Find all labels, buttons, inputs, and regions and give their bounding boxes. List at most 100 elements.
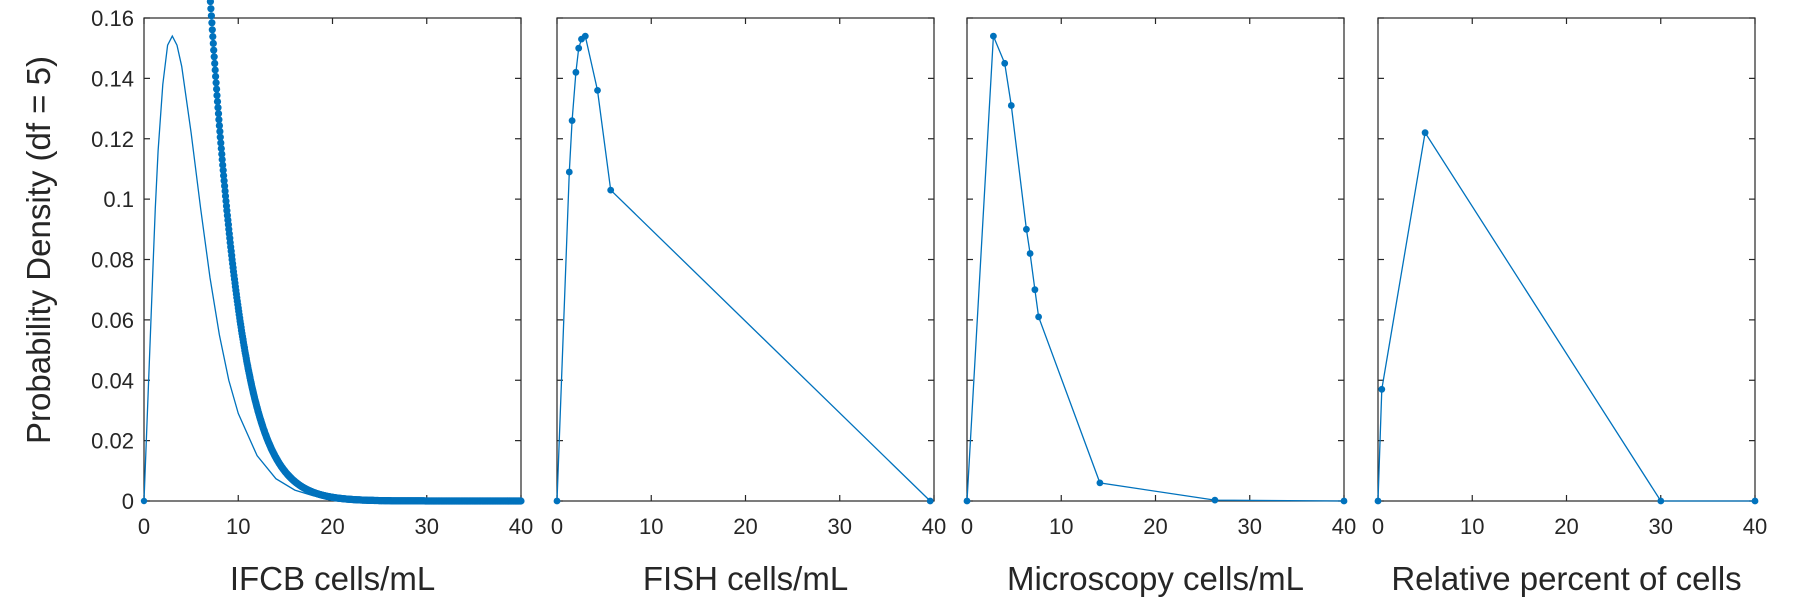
data-point: [581, 32, 589, 40]
y-tick-label: 0.14: [91, 66, 134, 91]
x-tick-label: 30: [1238, 514, 1262, 539]
axes-box: [143, 17, 522, 502]
data-point: [1378, 385, 1386, 393]
data-point: [209, 33, 217, 41]
data-point: [208, 26, 216, 34]
y-tick-label: 0.02: [91, 429, 134, 454]
data-point: [218, 150, 226, 158]
x-axis-label: Microscopy cells/mL: [1007, 560, 1304, 597]
y-axis-label: Probability Density (df = 5): [20, 56, 57, 444]
data-point: [216, 133, 224, 141]
x-tick-label: 20: [320, 514, 344, 539]
x-tick-label: 0: [961, 514, 973, 539]
data-point: [1031, 286, 1039, 294]
axes-box: [966, 17, 1345, 502]
y-tick-label: 0.12: [91, 127, 134, 152]
chart-panel-3: 0 10 20 30 40 Microscopy cells/mL: [961, 17, 1356, 597]
data-point: [215, 116, 223, 124]
data-point: [211, 66, 219, 74]
data-point: [208, 19, 216, 27]
data-point: [215, 122, 223, 130]
data-point: [1096, 479, 1104, 487]
chart-panel-2: 0 10 20 30 40 FISH cells/mL: [551, 17, 946, 597]
data-point: [211, 59, 219, 67]
data-point: [212, 72, 220, 80]
data-point: [565, 168, 573, 176]
data-point: [216, 127, 224, 135]
axes-box: [1377, 17, 1756, 502]
x-tick-label: 30: [415, 514, 439, 539]
data-point: [207, 12, 215, 20]
data-point: [517, 497, 525, 505]
data-point: [213, 91, 221, 99]
x-tick-label: 20: [733, 514, 757, 539]
data-point: [990, 32, 997, 40]
axes-box: [556, 17, 935, 502]
x-tick-label: 10: [1460, 514, 1484, 539]
data-point: [209, 39, 217, 48]
y-tick-label: 0.08: [91, 248, 134, 273]
data-point: [206, 0, 214, 6]
x-axis-label: IFCB cells/mL: [230, 560, 435, 597]
data-point: [963, 497, 971, 505]
series-line: [1377, 130, 1755, 502]
x-tick-label: 30: [828, 514, 852, 539]
data-point: [217, 139, 225, 147]
data-point: [1751, 497, 1759, 505]
data-point: [1211, 496, 1219, 504]
data-point: [1035, 313, 1042, 321]
data-point: [1340, 497, 1348, 505]
data-point: [212, 79, 220, 87]
x-tick-label: 30: [1649, 514, 1673, 539]
data-point: [207, 5, 215, 13]
y-tick-label: 0.1: [103, 187, 134, 212]
x-tick-label: 40: [922, 514, 946, 539]
series-line: [966, 35, 1345, 502]
series-line: [143, 34, 521, 502]
x-tick-label: 40: [509, 514, 533, 539]
data-point: [219, 166, 227, 174]
data-point: [926, 497, 934, 505]
data-point: [1421, 129, 1429, 137]
data-point: [572, 68, 580, 76]
data-point: [213, 85, 221, 93]
data-point: [1023, 225, 1030, 233]
data-point: [217, 144, 225, 153]
chart-panel-1: 0 10 20 30 40 0 0.02 0.04 0.06 0.08 0.1 0.12 0.14 0.1…: [91, 0, 533, 597]
data-point: [214, 110, 223, 118]
data-point: [214, 104, 222, 112]
data-point: [219, 161, 227, 169]
data-point: [553, 497, 561, 505]
y-tick-label: 0: [122, 489, 134, 514]
data-point: [607, 186, 615, 194]
chart-panels: 0 10 20 30 40 0 0.02 0.04 0.06 0.08 0.1 0.12 0.14 0.1…: [91, 0, 1767, 597]
series-line: [556, 34, 931, 502]
y-tick-label: 0.04: [91, 368, 134, 393]
x-tick-label: 40: [1743, 514, 1767, 539]
data-point: [575, 44, 583, 52]
y-tick-label: 0.16: [91, 6, 134, 31]
x-tick-label: 20: [1554, 514, 1578, 539]
data-point: [218, 155, 226, 164]
x-tick-label: 20: [1143, 514, 1167, 539]
data-point: [1001, 59, 1009, 67]
y-tick-label: 0.06: [91, 308, 134, 333]
x-tick-label: 40: [1332, 514, 1356, 539]
data-point: [1657, 497, 1665, 505]
data-point: [568, 117, 576, 124]
x-tick-label: 10: [639, 514, 663, 539]
data-point: [140, 497, 148, 505]
data-point: [1007, 102, 1015, 109]
x-axis-label: FISH cells/mL: [643, 560, 848, 597]
data-point: [594, 87, 601, 94]
data-point: [210, 46, 218, 54]
x-tick-label: 10: [226, 514, 250, 539]
data-point: [220, 172, 228, 180]
data-point: [210, 53, 218, 61]
data-point: [1026, 250, 1034, 257]
x-tick-label: 0: [551, 514, 563, 539]
x-axis-label: Relative percent of cells: [1391, 560, 1741, 597]
x-tick-label: 0: [1372, 514, 1384, 539]
